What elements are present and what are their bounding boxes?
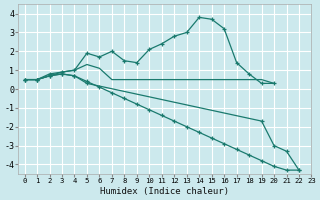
X-axis label: Humidex (Indice chaleur): Humidex (Indice chaleur) xyxy=(100,187,229,196)
